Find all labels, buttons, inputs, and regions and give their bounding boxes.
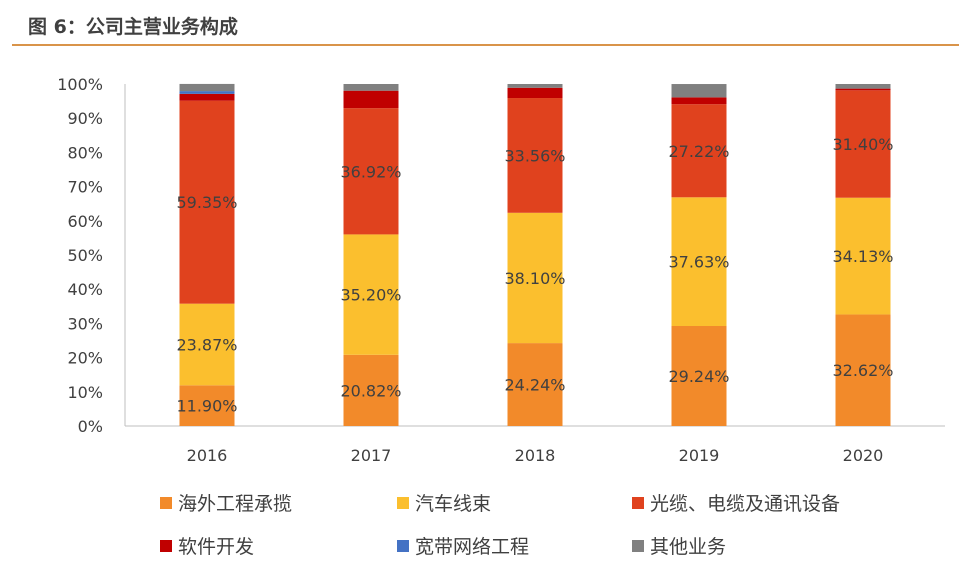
legend-label: 汽车线束	[415, 493, 491, 515]
legend-swatch	[632, 540, 644, 552]
bar-segment	[835, 84, 891, 89]
data-label: 23.87%	[176, 335, 237, 354]
bar-segment	[343, 234, 399, 355]
bar-segment	[835, 314, 891, 426]
legend-label: 光缆、电缆及通讯设备	[650, 493, 840, 515]
x-tick-label: 2020	[843, 446, 884, 465]
legend-label: 其他业务	[650, 536, 726, 558]
bar-segment	[671, 325, 727, 426]
legend-swatch	[160, 540, 172, 552]
bar-segment	[179, 303, 235, 386]
bar-segment	[343, 108, 399, 235]
bar-segment	[671, 97, 727, 105]
bar-segment	[507, 87, 563, 99]
bar-segment	[507, 212, 563, 344]
bar-segment	[835, 197, 891, 315]
data-label: 27.22%	[668, 142, 729, 161]
bar-segment	[671, 197, 727, 326]
legend-swatch	[632, 497, 644, 509]
bar-segment	[671, 84, 727, 98]
y-tick-label: 100%	[57, 75, 103, 94]
legend-label: 软件开发	[178, 536, 254, 558]
bar-segment	[507, 98, 563, 213]
legend-swatch	[160, 497, 172, 509]
y-tick-label: 80%	[67, 143, 103, 162]
bar-segment	[343, 354, 399, 426]
x-tick-label: 2017	[351, 446, 392, 465]
data-label: 32.62%	[832, 361, 893, 380]
data-label: 37.63%	[668, 253, 729, 272]
legend-label: 海外工程承揽	[178, 493, 292, 515]
x-tick-label: 2016	[187, 446, 228, 465]
data-label: 35.20%	[340, 286, 401, 305]
y-tick-label: 60%	[67, 212, 103, 231]
bar-segment	[179, 385, 235, 426]
bar-segment	[179, 91, 235, 94]
figure-title: 图 6：公司主营业务构成	[28, 16, 238, 38]
y-tick-label: 90%	[67, 109, 103, 128]
y-tick-label: 20%	[67, 349, 103, 368]
legend-swatch	[397, 540, 409, 552]
data-label: 11.90%	[176, 397, 237, 416]
y-tick-label: 0%	[78, 417, 103, 436]
bar-segment	[179, 100, 235, 304]
bar-segment	[179, 93, 235, 101]
data-label: 24.24%	[504, 376, 565, 395]
bar-segment	[507, 343, 563, 426]
legend-swatch	[397, 497, 409, 509]
y-tick-label: 70%	[67, 178, 103, 197]
data-label: 36.92%	[340, 162, 401, 181]
data-label: 20.82%	[340, 381, 401, 400]
bar-segment	[671, 104, 727, 198]
x-tick-label: 2019	[679, 446, 720, 465]
data-label: 34.13%	[832, 247, 893, 266]
title-rule	[12, 44, 959, 46]
x-tick-label: 2018	[515, 446, 556, 465]
bar-segment	[835, 88, 891, 91]
y-tick-label: 40%	[67, 280, 103, 299]
data-label: 29.24%	[668, 367, 729, 386]
data-label: 38.10%	[504, 269, 565, 288]
y-tick-label: 30%	[67, 314, 103, 333]
data-label: 33.56%	[504, 146, 565, 165]
data-label: 31.40%	[832, 135, 893, 154]
data-label: 59.35%	[176, 193, 237, 212]
y-tick-label: 10%	[67, 383, 103, 402]
bar-segment	[835, 90, 891, 198]
bar-segment	[343, 90, 399, 109]
bar-segment	[343, 84, 399, 91]
bar-segment	[507, 84, 563, 88]
legend-label: 宽带网络工程	[415, 536, 529, 558]
bar-segment	[179, 83, 235, 92]
y-tick-label: 50%	[67, 246, 103, 265]
